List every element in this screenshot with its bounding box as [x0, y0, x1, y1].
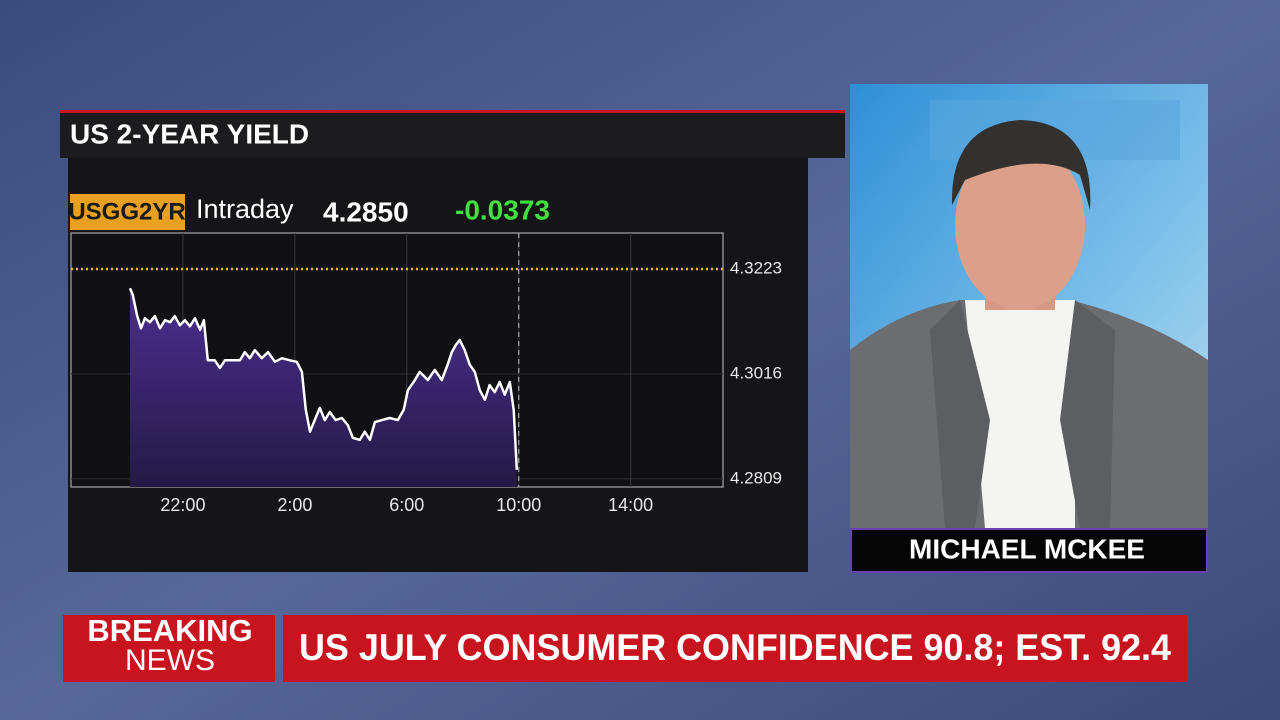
- last-value: 4.2850: [323, 196, 409, 227]
- headline: US JULY CONSUMER CONFIDENCE 90.8; EST. 9…: [299, 627, 1171, 668]
- breaking-box: [63, 615, 275, 682]
- face: [955, 140, 1085, 310]
- lapel: [930, 300, 990, 528]
- area-fill: [130, 288, 517, 487]
- presenter-video: [850, 84, 1208, 528]
- title-bar: [60, 110, 845, 158]
- news-label: NEWS: [125, 644, 215, 677]
- yield-line: [128, 287, 519, 470]
- x-tick-label: 22:00: [160, 495, 205, 515]
- x-tick-label: 6:00: [389, 495, 424, 515]
- headline-box: [283, 615, 1187, 682]
- lapel: [1060, 300, 1115, 528]
- breaking-label: BREAKING: [87, 613, 252, 648]
- presenter-name: MICHAEL MCKEE: [909, 533, 1145, 564]
- shirt: [965, 300, 1075, 528]
- chart-title: US 2-YEAR YIELD: [70, 118, 309, 149]
- plot-area: 4.2809 4.3016 4.3223 22:00 2:00 6:00 10:00 14:0…: [70, 232, 782, 515]
- symbol: USGG2YR: [68, 198, 185, 225]
- title-accent: [60, 110, 845, 113]
- x-tick-label: 10:00: [496, 495, 541, 515]
- y-tick-label: 4.3223: [730, 258, 782, 277]
- name-plate: [850, 528, 1208, 573]
- symbol-badge: [70, 194, 185, 230]
- y-tick-label: 4.3016: [730, 363, 782, 382]
- x-tick-label: 14:00: [608, 495, 653, 515]
- hair: [951, 120, 1091, 210]
- y-tick-label: 4.2809: [730, 468, 782, 487]
- period: Intraday: [196, 194, 294, 224]
- change-value: -0.0373: [455, 194, 550, 225]
- x-tick-label: 2:00: [277, 495, 312, 515]
